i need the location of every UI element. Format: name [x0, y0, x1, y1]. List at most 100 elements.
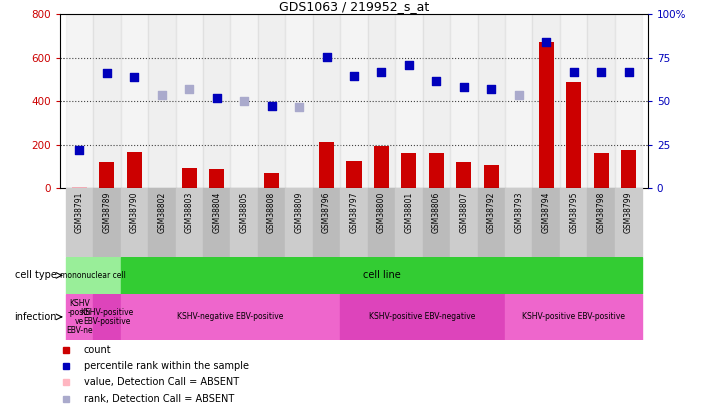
Bar [593, 153, 609, 188]
Point [211, 95, 222, 101]
Bar [560, 14, 588, 188]
Bar [66, 14, 93, 188]
Point [458, 84, 469, 90]
Bar [560, 188, 588, 257]
Bar [66, 188, 93, 257]
Text: GSM38804: GSM38804 [212, 192, 221, 233]
Bar [346, 161, 362, 188]
Text: cell line: cell line [362, 271, 400, 280]
Bar [450, 14, 478, 188]
Bar [505, 188, 532, 257]
Bar [127, 152, 142, 188]
Bar [264, 173, 279, 188]
Point [540, 39, 552, 46]
Bar [532, 188, 560, 257]
Title: GDS1063 / 219952_s_at: GDS1063 / 219952_s_at [279, 0, 429, 13]
Bar [93, 294, 120, 340]
Bar [258, 188, 285, 257]
Text: GSM38798: GSM38798 [597, 192, 605, 233]
Bar [367, 14, 395, 188]
Text: GSM38791: GSM38791 [75, 192, 84, 233]
Text: GSM38796: GSM38796 [322, 192, 331, 233]
Text: KSHV-negative EBV-positive: KSHV-negative EBV-positive [177, 312, 284, 322]
Bar [285, 188, 313, 257]
Bar [93, 188, 120, 257]
Point [348, 73, 360, 79]
Bar [120, 257, 642, 294]
Text: KSHV
-positi
ve
EBV-ne: KSHV -positi ve EBV-ne [66, 299, 93, 335]
Text: value, Detection Call = ABSENT: value, Detection Call = ABSENT [84, 377, 239, 387]
Bar [341, 188, 367, 257]
Bar [367, 188, 395, 257]
Bar [615, 188, 642, 257]
Point [129, 74, 140, 81]
Text: GSM38806: GSM38806 [432, 192, 441, 233]
Text: KSHV-positive EBV-negative: KSHV-positive EBV-negative [370, 312, 476, 322]
Bar [374, 146, 389, 188]
Text: GSM38808: GSM38808 [267, 192, 276, 233]
Point [239, 98, 250, 104]
Bar [120, 188, 148, 257]
Bar [566, 82, 581, 188]
Point [101, 70, 113, 76]
Bar [72, 187, 87, 188]
Text: KSHV-positive EBV-positive: KSHV-positive EBV-positive [523, 312, 625, 322]
Bar [230, 14, 258, 188]
Bar [423, 188, 450, 257]
Text: GSM38794: GSM38794 [542, 192, 551, 233]
Bar [532, 14, 560, 188]
Bar [258, 14, 285, 188]
Bar [484, 166, 499, 188]
Bar [505, 294, 642, 340]
Text: GSM38800: GSM38800 [377, 192, 386, 233]
Point [623, 68, 634, 75]
Bar [99, 162, 115, 188]
Bar [395, 188, 423, 257]
Point [430, 77, 442, 84]
Text: GSM38807: GSM38807 [459, 192, 468, 233]
Text: GSM38790: GSM38790 [130, 192, 139, 233]
Point [595, 68, 607, 75]
Text: GSM38789: GSM38789 [103, 192, 111, 233]
Point [513, 92, 525, 98]
Point [183, 86, 195, 92]
Bar [588, 188, 615, 257]
Bar [313, 14, 341, 188]
Text: GSM38805: GSM38805 [240, 192, 249, 233]
Text: GSM38799: GSM38799 [624, 192, 633, 233]
Point [321, 53, 332, 60]
Bar [423, 14, 450, 188]
Bar [182, 168, 197, 188]
Bar [478, 14, 505, 188]
Bar [478, 188, 505, 257]
Bar [93, 14, 120, 188]
Bar [176, 14, 203, 188]
Bar [341, 294, 505, 340]
Text: GSM38801: GSM38801 [404, 192, 413, 233]
Text: cell type: cell type [15, 271, 57, 280]
Bar [230, 188, 258, 257]
Bar [588, 14, 615, 188]
Text: percentile rank within the sample: percentile rank within the sample [84, 361, 249, 371]
Bar [66, 257, 120, 294]
Text: GSM38793: GSM38793 [514, 192, 523, 233]
Point [404, 62, 415, 68]
Bar [429, 153, 444, 188]
Point [266, 102, 278, 109]
Bar [401, 153, 416, 188]
Bar [341, 14, 367, 188]
Bar [319, 141, 334, 188]
Bar [615, 14, 642, 188]
Bar [450, 188, 478, 257]
Point [156, 92, 168, 98]
Bar [120, 294, 341, 340]
Point [293, 103, 304, 110]
Text: infection: infection [14, 312, 57, 322]
Bar [505, 14, 532, 188]
Text: GSM38792: GSM38792 [487, 192, 496, 233]
Point [74, 147, 85, 153]
Bar [285, 14, 313, 188]
Text: rank, Detection Call = ABSENT: rank, Detection Call = ABSENT [84, 394, 234, 403]
Bar [120, 14, 148, 188]
Bar [539, 43, 554, 188]
